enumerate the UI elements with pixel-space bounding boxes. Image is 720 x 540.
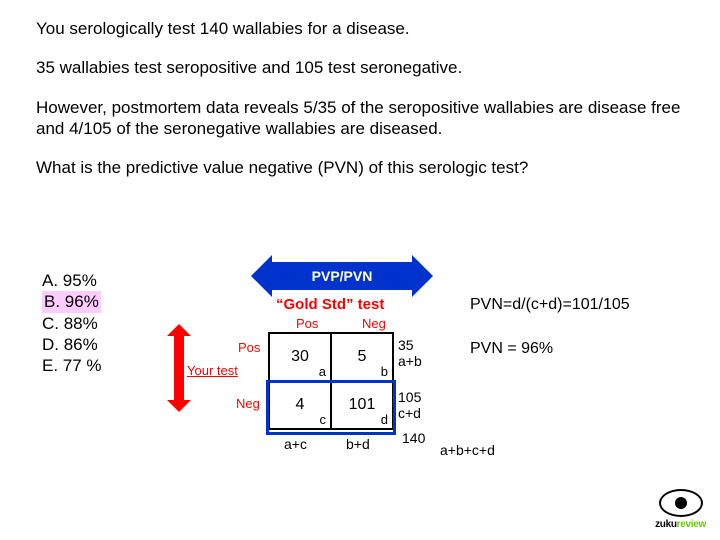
question-line-3: However, postmortem data reveals 5/35 of… xyxy=(36,97,684,140)
cell-a: 30 a xyxy=(269,333,331,381)
cell-b-value: 5 xyxy=(358,348,367,365)
gold-std-label: “Gold Std” test xyxy=(276,296,384,313)
col-header-pos: Pos xyxy=(296,316,318,331)
option-d: D. 86% xyxy=(42,334,102,355)
question-line-2: 35 wallabies test seropositive and 105 t… xyxy=(36,57,684,78)
row-totals: 35 a+b 105 c+d xyxy=(398,338,422,420)
question-line-4: What is the predictive value negative (P… xyxy=(36,157,684,178)
pvp-pvn-arrow: PVP/PVN xyxy=(272,262,412,290)
r1-total-num: 35 xyxy=(398,337,414,353)
option-c: C. 88% xyxy=(42,313,102,334)
answer-options: A. 95% B. 96% C. 88% D. 86% E. 77 % xyxy=(42,270,102,376)
eye-pupil xyxy=(675,497,687,509)
your-test-arrow xyxy=(174,336,184,400)
cell-a-sub: a xyxy=(319,364,326,379)
brand-text: zukureview xyxy=(655,519,706,530)
option-e: E. 77 % xyxy=(42,355,102,376)
col-header-neg: Neg xyxy=(362,316,386,331)
cell-a-value: 30 xyxy=(291,348,309,365)
row-header-neg: Neg xyxy=(236,396,260,411)
col2-total: b+d xyxy=(346,436,370,452)
contingency-diagram: PVP/PVN “Gold Std” test Pos Neg Pos Neg … xyxy=(180,262,700,502)
option-a: A. 95% xyxy=(42,270,102,291)
option-b-highlight: B. 96% xyxy=(42,291,101,312)
row-header-pos: Pos xyxy=(238,340,260,355)
cell-b: 5 b xyxy=(331,333,393,381)
r1-total-lbl: a+b xyxy=(398,353,422,369)
r2-total-num: 105 xyxy=(398,389,421,405)
cell-b-sub: b xyxy=(381,364,388,379)
pvp-pvn-label: PVP/PVN xyxy=(272,262,412,290)
question-line-1: You serologically test 140 wallabies for… xyxy=(36,18,684,39)
pvn-equation: PVN=d/(c+d)=101/105 xyxy=(470,296,630,314)
question-block: You serologically test 140 wallabies for… xyxy=(0,0,720,178)
grand-total-num: 140 xyxy=(402,430,425,446)
col1-total: a+c xyxy=(284,436,307,452)
brand-logo: zukureview xyxy=(655,489,706,530)
pvn-result: PVN = 96% xyxy=(470,340,553,358)
option-b: B. 96% xyxy=(42,291,102,312)
r2-total-lbl: c+d xyxy=(398,405,421,421)
eye-icon xyxy=(659,489,703,517)
your-test-label: Your test xyxy=(187,363,238,378)
highlight-row2 xyxy=(266,380,396,435)
grand-total-lbl: a+b+c+d xyxy=(440,442,495,458)
